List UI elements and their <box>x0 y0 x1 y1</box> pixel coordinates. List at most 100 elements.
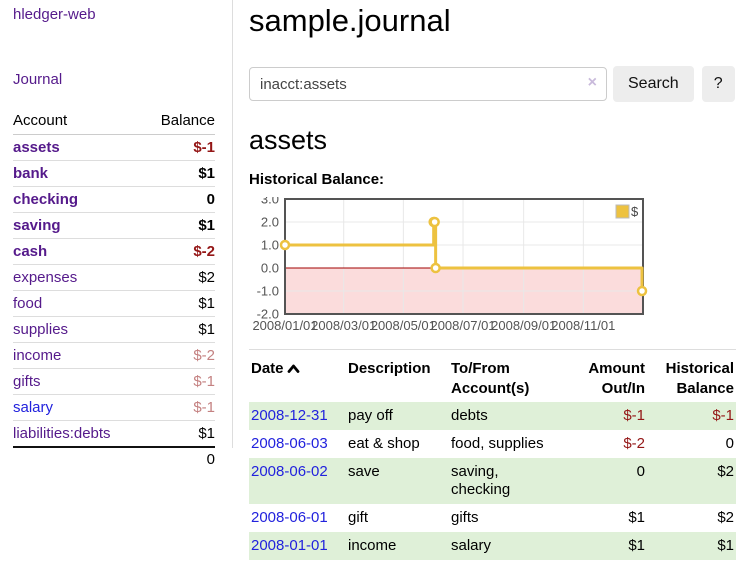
account-balance: $1 <box>142 290 215 317</box>
transaction-amount: $1 <box>628 537 645 554</box>
account-link[interactable]: assets <box>13 139 60 156</box>
help-button[interactable]: ? <box>701 66 735 102</box>
transaction-description: save <box>348 463 380 480</box>
register-header-row: Date Description To/From Account(s) Amou… <box>249 350 736 403</box>
account-link[interactable]: checking <box>13 191 79 208</box>
svg-text:2008/11/01: 2008/11/01 <box>551 318 615 333</box>
transaction-balance: 0 <box>725 435 734 452</box>
page-title: sample.journal <box>249 3 451 38</box>
transaction-amount: $-1 <box>623 407 645 424</box>
account-row: checking 0 <box>13 186 215 213</box>
account-link[interactable]: supplies <box>13 321 69 338</box>
transaction-amount: $1 <box>628 509 645 526</box>
register-header-accounts: To/From Account(s) <box>451 360 530 397</box>
transaction-date-link[interactable]: 2008-06-02 <box>251 463 328 480</box>
svg-text:$: $ <box>631 204 639 219</box>
transaction-description: pay off <box>348 407 393 424</box>
account-row: salary $-1 <box>13 394 215 421</box>
transaction-row: 2008-06-02 save saving, checking 0 $2 <box>249 458 736 504</box>
account-balance: $-1 <box>193 139 215 156</box>
main-content: sample.journal × Search ? assets Histori… <box>233 0 742 560</box>
transaction-accounts: salary <box>451 537 492 554</box>
transaction-date-link[interactable]: 2008-01-01 <box>251 537 328 554</box>
account-balance: $1 <box>142 212 215 239</box>
account-link[interactable]: cash <box>13 243 48 260</box>
transaction-description: gift <box>348 509 369 526</box>
accounts-total-spacer <box>13 446 143 473</box>
account-link[interactable]: liabilities:debts <box>13 425 111 442</box>
account-balance: $2 <box>142 264 215 291</box>
accounts-header-account: Account <box>13 112 143 135</box>
transaction-row: 2008-12-31 pay off debts $-1 $-1 <box>249 402 736 430</box>
transaction-balance: $2 <box>717 463 734 480</box>
account-row: food $1 <box>13 290 215 317</box>
accounts-header-balance: Balance <box>142 112 215 135</box>
account-link[interactable]: food <box>13 295 43 312</box>
accounts-table: Account Balance assets $-1 bank $1 checking 0… <box>13 112 215 473</box>
clear-search-icon[interactable]: × <box>587 74 597 91</box>
transaction-description: eat & shop <box>348 435 420 452</box>
transaction-accounts: saving, checking <box>451 463 511 498</box>
account-row: gifts $-1 <box>13 368 215 395</box>
account-link[interactable]: expenses <box>13 269 78 286</box>
svg-text:2008/07/01: 2008/07/01 <box>430 318 495 333</box>
svg-text:2008/01/01: 2008/01/01 <box>252 318 317 333</box>
svg-text:2008/09/01: 2008/09/01 <box>491 318 556 333</box>
account-balance: $1 <box>142 316 215 343</box>
app-brand-link[interactable]: hledger-web <box>13 6 96 23</box>
account-link[interactable]: bank <box>13 165 49 182</box>
svg-text:3.0: 3.0 <box>261 197 279 207</box>
register-header-date[interactable]: Date <box>249 350 346 403</box>
svg-text:2.0: 2.0 <box>261 215 279 230</box>
svg-text:1.0: 1.0 <box>261 238 279 253</box>
account-link[interactable]: income <box>13 347 62 364</box>
search-bar: × Search ? <box>249 66 736 102</box>
transaction-accounts: gifts <box>451 509 479 526</box>
account-balance: $1 <box>142 160 215 187</box>
account-row: saving $1 <box>13 212 215 239</box>
app-window: hledger-web Journal Account Balance asse… <box>0 0 742 560</box>
account-link[interactable]: gifts <box>13 373 41 390</box>
account-link[interactable]: salary <box>13 399 54 416</box>
chart-title: Historical Balance: <box>249 171 385 188</box>
account-row: supplies $1 <box>13 316 215 343</box>
transaction-accounts: food, supplies <box>451 435 544 452</box>
transaction-row: 2008-06-01 gift gifts $1 $2 <box>249 504 736 532</box>
account-balance: $-2 <box>142 342 215 369</box>
account-row: income $-2 <box>13 342 215 369</box>
svg-text:-1.0: -1.0 <box>257 284 279 299</box>
transaction-date-link[interactable]: 2008-12-31 <box>251 407 328 424</box>
historical-balance-chart: $3.0 2.0 1.0 0.0 -1.0 -2.0 2008/01/01 2008/03/0… <box>249 192 736 339</box>
search-box: × <box>249 67 607 101</box>
account-title: assets <box>249 125 328 155</box>
search-button[interactable]: Search <box>613 66 694 102</box>
account-row: bank $1 <box>13 160 215 187</box>
account-balance: $1 <box>142 420 215 447</box>
sort-asc-icon <box>287 364 299 373</box>
transaction-description: income <box>348 537 397 554</box>
svg-text:0.0: 0.0 <box>261 261 279 276</box>
register-header-amount: Amount Out/In <box>588 360 645 397</box>
transaction-row: 2008-01-01 income salary $1 $1 <box>249 532 736 560</box>
chart-svg: $3.0 2.0 1.0 0.0 -1.0 -2.02008/01/012008/03/0… <box>252 192 648 333</box>
transaction-balance: $1 <box>717 537 734 554</box>
search-input[interactable] <box>249 67 607 101</box>
sidebar: hledger-web Journal Account Balance asse… <box>0 0 233 473</box>
register-header-description: Description <box>348 360 431 377</box>
account-link[interactable]: saving <box>13 217 61 234</box>
accounts-header-row: Account Balance <box>13 112 215 135</box>
transaction-balance: $2 <box>717 509 734 526</box>
transaction-amount: 0 <box>636 463 645 480</box>
account-row: cash $-2 <box>13 238 215 265</box>
nav-journal-link[interactable]: Journal <box>13 71 63 88</box>
transaction-balance: $-1 <box>712 407 734 424</box>
account-balance: $-2 <box>142 238 215 265</box>
accounts-total-value: 0 <box>142 446 215 473</box>
transaction-date-link[interactable]: 2008-06-03 <box>251 435 328 452</box>
svg-text:2008/05/01: 2008/05/01 <box>371 318 436 333</box>
account-row: liabilities:debts $1 <box>13 420 215 447</box>
register-table: Date Description To/From Account(s) Amou… <box>249 349 736 560</box>
transaction-date-link[interactable]: 2008-06-01 <box>251 509 328 526</box>
transaction-amount: $-2 <box>623 435 645 452</box>
account-balance: $-1 <box>142 368 215 395</box>
